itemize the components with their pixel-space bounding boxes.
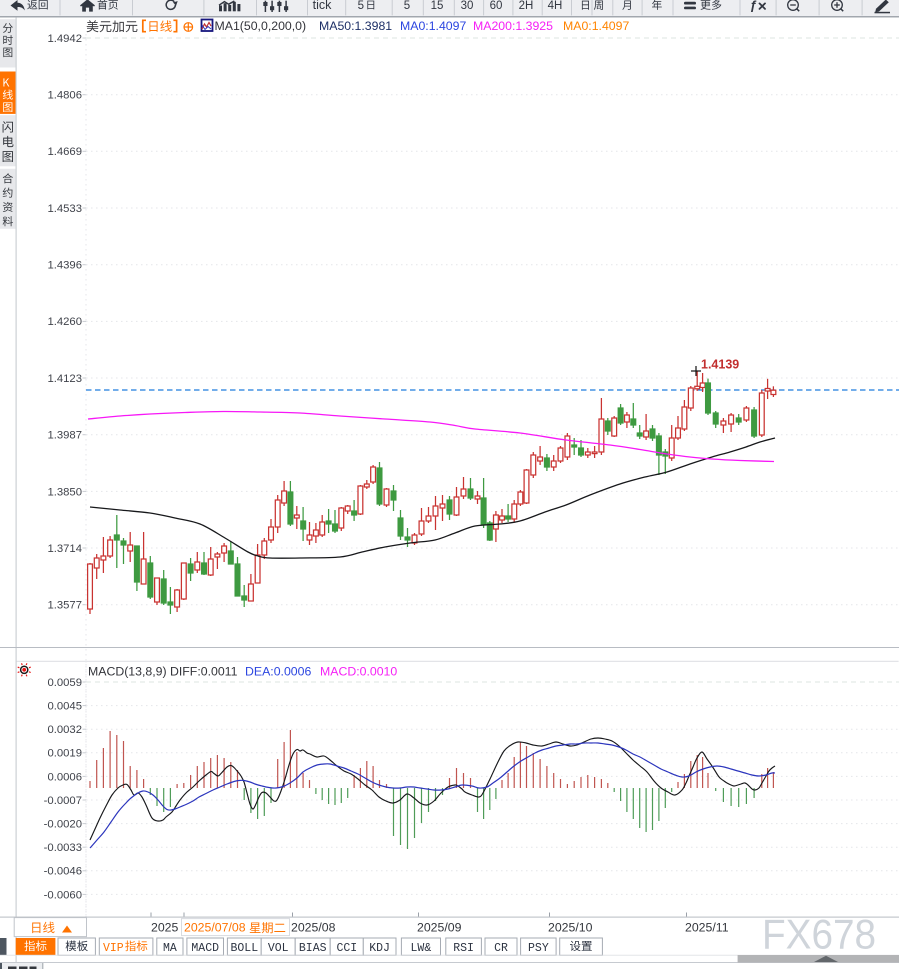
svg-text:4H: 4H [548, 0, 563, 12]
svg-text:2H: 2H [519, 0, 534, 12]
svg-text:0.0019: 0.0019 [47, 748, 82, 760]
svg-text:5: 5 [404, 0, 410, 12]
svg-text:0.0032: 0.0032 [47, 724, 82, 736]
svg-text:CR: CR [494, 942, 508, 955]
svg-text:MA50:1.3981: MA50:1.3981 [319, 19, 392, 33]
svg-text:ƒ: ƒ [750, 0, 757, 13]
svg-text:-0.0033: -0.0033 [44, 842, 82, 854]
svg-text:LW&: LW& [411, 942, 432, 955]
svg-text:1.4396: 1.4396 [47, 260, 82, 272]
svg-text:VIP: VIP [103, 942, 124, 955]
svg-text:BIAS: BIAS [299, 942, 327, 955]
svg-text:1.3850: 1.3850 [47, 486, 82, 498]
svg-text:1.3714: 1.3714 [47, 543, 82, 555]
svg-text:MACD:0.0010: MACD:0.0010 [320, 665, 397, 679]
svg-text:MACD: MACD [191, 942, 219, 955]
svg-text:BOLL: BOLL [230, 942, 258, 955]
svg-text:DEA:0.0006: DEA:0.0006 [245, 665, 311, 679]
svg-text:1.4533: 1.4533 [47, 203, 82, 215]
svg-text:1.4669: 1.4669 [47, 146, 82, 158]
svg-text:2025/11: 2025/11 [685, 921, 729, 935]
svg-text:60: 60 [490, 0, 503, 12]
svg-text:MACD(13,8,9) DIFF:0.0011: MACD(13,8,9) DIFF:0.0011 [88, 665, 238, 679]
svg-text:-0.0007: -0.0007 [44, 795, 82, 807]
svg-text:1.4123: 1.4123 [47, 373, 82, 385]
svg-text:5: 5 [358, 0, 364, 12]
svg-text:1.4806: 1.4806 [47, 90, 82, 102]
svg-text:2025/09: 2025/09 [417, 921, 462, 935]
svg-text:2025/08: 2025/08 [291, 921, 336, 935]
svg-text:30: 30 [461, 0, 474, 12]
svg-text:RSI: RSI [453, 942, 474, 955]
svg-text:KDJ: KDJ [369, 942, 390, 955]
svg-text:1.4260: 1.4260 [47, 316, 82, 328]
svg-text:FX678: FX678 [762, 911, 876, 958]
svg-text:0.0045: 0.0045 [47, 701, 82, 713]
svg-text:-0.0046: -0.0046 [44, 866, 82, 878]
svg-text:PSY: PSY [528, 942, 549, 955]
svg-text:CCI: CCI [336, 942, 357, 955]
svg-text:1.4139: 1.4139 [701, 358, 739, 372]
svg-text:1.4942: 1.4942 [47, 33, 82, 45]
svg-text:MA0:1.4097: MA0:1.4097 [400, 19, 466, 33]
svg-text:2025/07/08: 2025/07/08 [184, 921, 246, 935]
svg-text:15: 15 [431, 0, 444, 12]
svg-text:tick: tick [313, 0, 333, 12]
svg-text:0.0006: 0.0006 [47, 771, 82, 783]
svg-text:MA0:1.4097: MA0:1.4097 [563, 19, 629, 33]
svg-text:MA: MA [163, 942, 177, 955]
svg-text:1.3577: 1.3577 [47, 600, 82, 612]
svg-text:VOL: VOL [268, 942, 289, 955]
svg-text:-0.0020: -0.0020 [44, 819, 82, 831]
svg-text:2025/10: 2025/10 [548, 921, 593, 935]
svg-text:MA1(50,0,200,0): MA1(50,0,200,0) [215, 19, 307, 33]
svg-text:1.3987: 1.3987 [47, 430, 82, 442]
svg-text:-0.0060: -0.0060 [44, 889, 82, 901]
svg-text:MA200:1.3925: MA200:1.3925 [473, 19, 553, 33]
svg-text:2025: 2025 [151, 921, 179, 935]
svg-text:0.0059: 0.0059 [47, 677, 82, 689]
